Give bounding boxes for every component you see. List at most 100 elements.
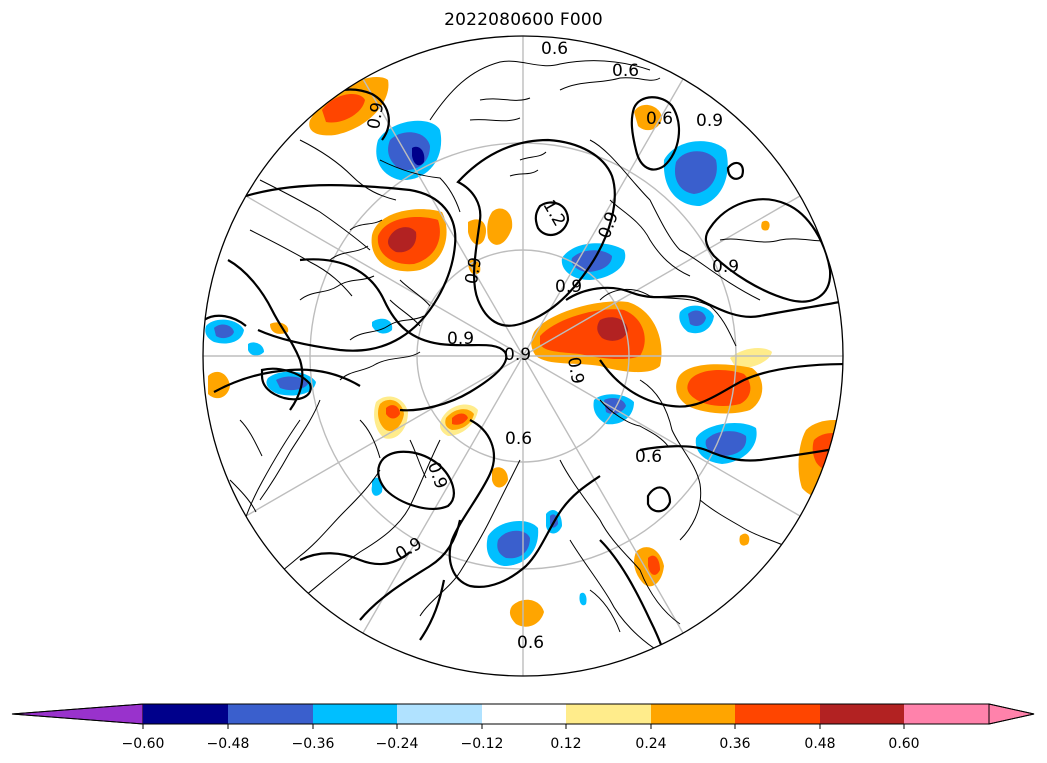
colorbar-extend-high xyxy=(988,703,1035,725)
anomaly-neg-region xyxy=(412,146,425,166)
contour-line xyxy=(646,486,672,513)
contour-line xyxy=(245,184,457,352)
contour-lines xyxy=(203,88,843,676)
coastline xyxy=(469,97,531,122)
anomaly-pos-region xyxy=(468,219,487,245)
anomaly-pos-region xyxy=(761,220,770,231)
colorbar-segment xyxy=(143,704,228,724)
colorbar-tick-labels: −0.60 −0.48 −0.36 −0.24 −0.12 0.12 0.24 … xyxy=(122,736,920,752)
coastline xyxy=(509,151,547,177)
contour-label: 0.6 xyxy=(517,633,544,653)
contour-line xyxy=(534,201,570,237)
coastline xyxy=(609,199,691,277)
contour-line xyxy=(203,314,247,327)
colorbar-segment xyxy=(820,704,904,724)
anomaly-pos-region xyxy=(388,227,417,253)
anomaly-neg-region xyxy=(674,151,717,194)
coastline xyxy=(299,439,441,601)
colorbar: −0.60 −0.48 −0.36 −0.24 −0.12 0.12 0.24 … xyxy=(11,703,1035,752)
coastline xyxy=(559,77,661,91)
contour-label: 0.9 xyxy=(364,101,388,131)
contour-label: 0.6 xyxy=(612,61,639,81)
coastline xyxy=(329,219,383,261)
colorbar-extend-low xyxy=(11,703,144,725)
contour-line xyxy=(639,444,843,462)
coastline xyxy=(249,229,353,297)
coastline xyxy=(359,419,427,479)
anomaly-neg-region xyxy=(497,530,530,559)
anomaly-pos-region xyxy=(597,317,628,341)
contour-label: 0.6 xyxy=(541,39,568,59)
anomaly-pos-region xyxy=(648,555,660,575)
colorbar-tick-label: 0.48 xyxy=(804,736,835,752)
contour-label: 0.9 xyxy=(696,111,723,131)
contour-line xyxy=(299,551,411,566)
coastline xyxy=(559,459,681,625)
contour-line xyxy=(630,96,680,171)
contour-line xyxy=(448,419,601,588)
coastline xyxy=(339,351,421,381)
coastline xyxy=(259,399,321,501)
contour-label: 0.6 xyxy=(505,429,532,449)
coastline xyxy=(429,60,651,121)
coastline xyxy=(599,399,669,447)
contour-label: 0.9 xyxy=(555,277,582,297)
colorbar-tick-label: −0.48 xyxy=(207,736,250,752)
anomaly-pos-region xyxy=(208,371,230,399)
anomaly-pos-region xyxy=(730,348,772,369)
contour-line xyxy=(565,286,843,318)
colorbar-tick-marks xyxy=(142,724,905,729)
colorbar-segment xyxy=(313,704,397,724)
colorbar-segment xyxy=(651,704,735,724)
colorbar-segment xyxy=(482,704,566,724)
colorbar-tick-label: −0.24 xyxy=(376,736,419,752)
anomaly-pos-region xyxy=(487,208,513,245)
contour-line xyxy=(377,450,455,510)
anomaly-pos-region xyxy=(634,104,662,131)
colorbar-tick-label: 0.12 xyxy=(550,736,581,752)
contour-line xyxy=(359,519,462,621)
anomaly-neg-region xyxy=(214,324,234,339)
colorbar-segment xyxy=(566,704,651,724)
colorbar-segment xyxy=(904,704,989,724)
contour-label: 0.9 xyxy=(504,345,531,365)
contour-line xyxy=(213,368,361,393)
anomaly-neg-region xyxy=(248,342,264,356)
contour-line xyxy=(419,579,446,641)
coastline xyxy=(229,419,263,513)
contour-label: 0.9 xyxy=(712,257,739,277)
contour-label: 0.9 xyxy=(563,356,587,386)
meridian xyxy=(362,78,684,634)
contour-line xyxy=(299,258,508,412)
map-boundary xyxy=(202,35,844,677)
coastline xyxy=(379,159,461,213)
coastline xyxy=(299,275,375,301)
coastline xyxy=(299,139,397,201)
contour-label: 0.6 xyxy=(646,109,673,129)
colorbar-tick-label: −0.12 xyxy=(461,736,504,752)
colorbar-segment xyxy=(735,704,820,724)
colorbar-tick-label: 0.60 xyxy=(888,736,919,752)
coastline xyxy=(589,139,761,301)
colorbar-tick-label: 0.24 xyxy=(635,736,666,752)
coastline xyxy=(589,589,621,633)
colorbar-segment xyxy=(228,704,313,724)
contour-label: 0.6 xyxy=(635,447,662,467)
anomaly-neg-region xyxy=(579,592,587,606)
contour-label: 0.9 xyxy=(462,256,486,286)
anomaly-neg-region xyxy=(372,318,393,334)
anomaly-neg-region xyxy=(688,310,706,326)
contour-line xyxy=(260,367,312,401)
anomaly-pos-region xyxy=(739,533,750,546)
contour-line xyxy=(726,161,744,180)
coastline xyxy=(569,539,661,653)
colorbar-tick-label: −0.36 xyxy=(292,736,335,752)
anomaly-neg-region xyxy=(705,431,747,456)
contour-line xyxy=(227,259,304,411)
colorbar-tick-label: 0.36 xyxy=(719,736,750,752)
anomaly-pos-region xyxy=(492,467,508,488)
anomaly-pos-region xyxy=(509,599,544,627)
coastline xyxy=(699,499,791,549)
anomaly-pos-region xyxy=(452,413,468,425)
